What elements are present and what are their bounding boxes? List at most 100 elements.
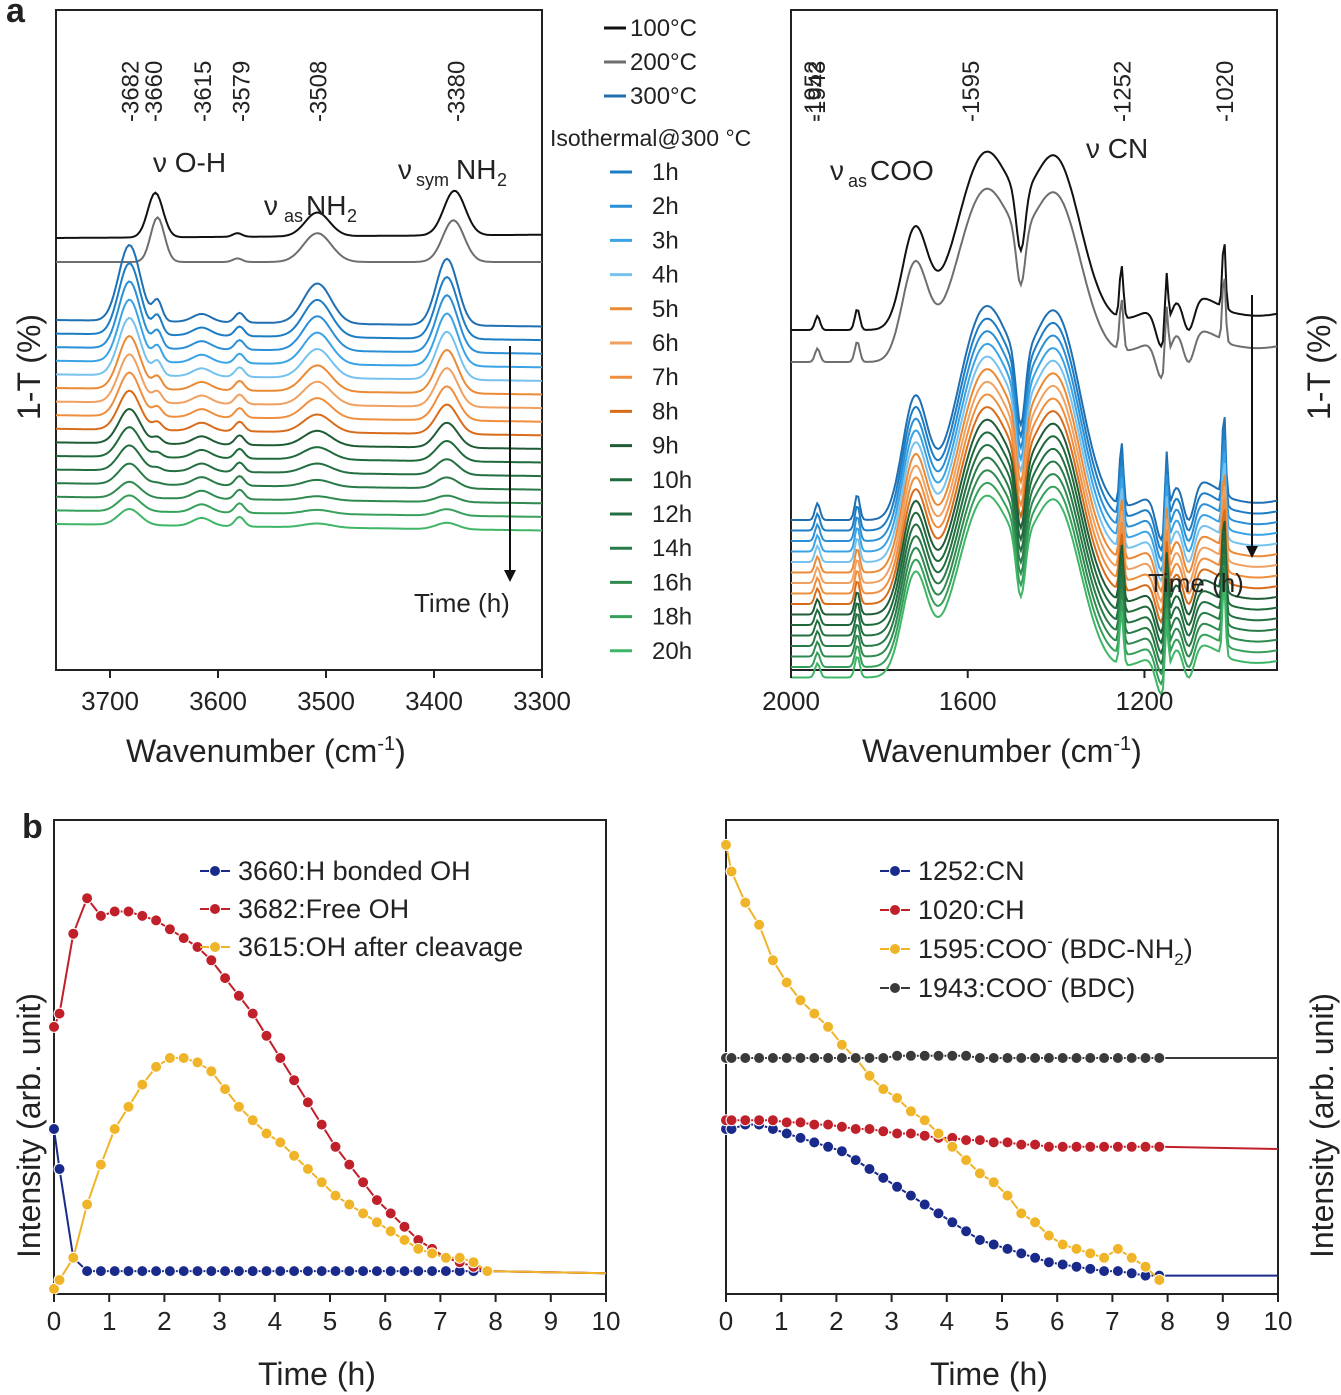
data-point: [1056, 1258, 1069, 1271]
spectrum-line: [791, 393, 1278, 615]
data-point: [274, 1265, 287, 1278]
data-point: [1070, 1140, 1083, 1153]
data-point: [904, 1105, 917, 1118]
data-point: [877, 1083, 890, 1096]
data-point: [766, 1114, 779, 1127]
data-point: [863, 1069, 876, 1082]
data-point: [301, 1163, 314, 1175]
data-point: [1125, 1052, 1138, 1064]
y-axis-label: 1-T (%): [1301, 314, 1337, 420]
data-point: [370, 1194, 383, 1207]
x-tick-label: 6: [378, 1306, 392, 1336]
x-tick-label: 8: [1160, 1306, 1174, 1336]
data-point: [822, 1140, 835, 1153]
data-point: [136, 1078, 149, 1091]
legend-entry: 20h: [652, 638, 692, 665]
data-point: [163, 1265, 176, 1278]
data-point: [301, 1096, 314, 1109]
data-point: [1001, 1242, 1014, 1255]
data-point: [205, 1265, 218, 1278]
legend-entry: 7h: [652, 364, 679, 391]
x-tick-label: 1: [102, 1306, 116, 1336]
legend-marker: [889, 982, 901, 994]
peak-label: -1943: [804, 61, 831, 122]
data-point: [946, 1049, 959, 1062]
data-point: [808, 1007, 821, 1020]
data-point: [232, 1265, 245, 1278]
peak-labels: -1952-1943 -1595 -1252 -1020: [800, 61, 1239, 122]
data-point: [1029, 1138, 1042, 1151]
data-point: [205, 954, 218, 967]
spectrum-line: [56, 407, 542, 450]
data-point: [370, 1216, 383, 1229]
data-point: [274, 1136, 287, 1149]
series-line: [726, 1054, 1278, 1059]
spectrum-line: [56, 298, 542, 369]
data-point: [94, 909, 107, 922]
data-point: [808, 1052, 821, 1064]
data-point: [739, 1114, 752, 1127]
spectrum-line: [56, 189, 542, 239]
data-point: [973, 1052, 986, 1064]
data-point: [453, 1251, 466, 1264]
y-axis-label: Intensity (arb. unit): [1304, 993, 1340, 1258]
data-point: [932, 1207, 945, 1220]
data-point: [1098, 1251, 1111, 1264]
data-point: [1029, 1216, 1042, 1229]
data-point: [987, 1176, 1000, 1189]
legend-entry: 12h: [652, 501, 692, 528]
data-point: [960, 1049, 973, 1062]
x-axis-label: Wavenumber (cm-1): [862, 733, 1142, 769]
legend-entry: 6h: [652, 330, 679, 357]
data-point: [136, 1265, 149, 1278]
data-point: [246, 1265, 259, 1278]
spectrum-line: [791, 355, 1278, 584]
legend-entry: 1020:CH: [918, 895, 1025, 925]
data-point: [1139, 1140, 1152, 1153]
data-point: [863, 1052, 876, 1064]
spectrum-line: [56, 462, 542, 491]
spectrum-line: [791, 469, 1278, 676]
data-point: [94, 1158, 107, 1171]
spectrum-line: [56, 494, 542, 518]
data-point: [1015, 1052, 1028, 1064]
data-point: [891, 1127, 904, 1140]
data-point: [973, 1234, 986, 1246]
annotation-sym-sub: sym: [416, 170, 449, 190]
legend-marker: [209, 903, 221, 915]
spectrum-line: [791, 304, 1278, 542]
data-point: [1098, 1052, 1111, 1064]
legend-marker: [889, 904, 901, 916]
data-point: [766, 1052, 779, 1064]
data-point: [260, 1127, 273, 1140]
spectrum-line: [56, 262, 542, 342]
legend-entry: 100°C: [630, 15, 697, 42]
spectrum-line: [791, 481, 1278, 686]
x-tick-label: 3: [212, 1306, 226, 1336]
data-point: [794, 1052, 807, 1064]
data-point: [288, 1149, 301, 1162]
data-point: [260, 1029, 273, 1042]
x-tick-label: 2: [157, 1306, 171, 1336]
data-point: [794, 1116, 807, 1129]
spectrum-line: [791, 330, 1278, 563]
data-point: [1111, 1242, 1124, 1255]
data-point: [863, 1163, 876, 1175]
data-point: [384, 1265, 397, 1278]
data-point: [412, 1265, 425, 1278]
annotation-cn: ν CN: [1086, 133, 1148, 164]
data-point: [439, 1251, 452, 1264]
data-point: [877, 1052, 890, 1064]
data-point: [315, 1265, 328, 1278]
legend-entry: 10h: [652, 467, 692, 494]
data-point: [1125, 1267, 1138, 1280]
legend-marker: [209, 865, 221, 877]
data-point: [1153, 1274, 1166, 1286]
chart-a-left: 3700 3600 3500 3400 3300 -3682-3660 -3615 -357…: [11, 9, 571, 769]
data-point: [136, 909, 149, 922]
spectrum-line: [56, 389, 542, 437]
data-point: [725, 865, 738, 878]
x-tick-label: 3700: [81, 686, 139, 716]
annotation-as-sub: as: [284, 206, 303, 226]
series-group: [48, 892, 607, 1295]
